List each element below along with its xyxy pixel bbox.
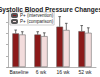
- svg-text:P+ (intervention): P+ (intervention): [20, 13, 54, 18]
- svg-text:16 wk: 16 wk: [56, 69, 70, 75]
- svg-text:Baseline: Baseline: [9, 69, 28, 75]
- svg-text:P+ (comparison): P+ (comparison): [20, 19, 54, 24]
- svg-text:52 wk: 52 wk: [78, 69, 92, 75]
- svg-text:6 wk: 6 wk: [36, 69, 47, 75]
- svg-text:Systolic Blood Pressure Change: Systolic Blood Pressure Changes: [0, 6, 100, 14]
